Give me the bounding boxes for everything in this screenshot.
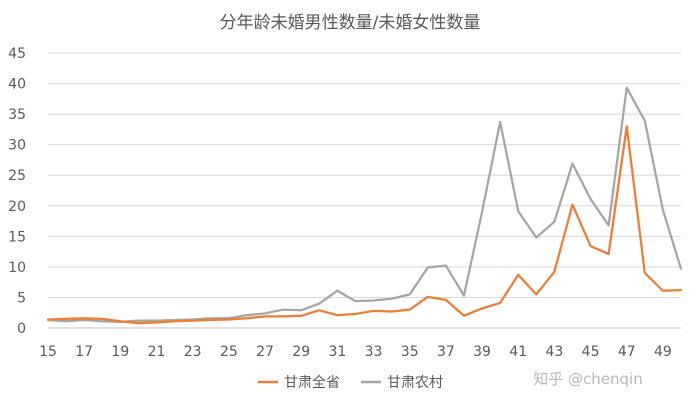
series-line-1 [46, 125, 683, 325]
y-tick-label: 0 [17, 321, 26, 337]
x-tick-label: 37 [437, 344, 455, 360]
x-tick-label: 39 [473, 344, 491, 360]
x-tick-label: 21 [148, 344, 166, 360]
x-tick-label: 29 [292, 344, 310, 360]
y-axis-ticks: 0 5 10 15 20 25 30 35 40 45 [8, 46, 26, 337]
y-tick-label: 45 [8, 46, 26, 62]
x-tick-label: 17 [75, 344, 93, 360]
legend-label: 甘肃农村 [387, 375, 443, 391]
y-tick-label: 5 [17, 290, 26, 306]
y-tick-label: 15 [8, 229, 26, 245]
x-tick-label: 33 [365, 344, 383, 360]
y-tick-label: 30 [8, 138, 26, 154]
gridlines [48, 52, 681, 329]
x-tick-label: 41 [509, 344, 527, 360]
y-tick-label: 20 [8, 199, 26, 215]
y-tick-label: 25 [8, 168, 26, 184]
legend: 甘肃全省 甘肃农村 [258, 374, 443, 391]
legend-label: 甘肃全省 [284, 374, 340, 391]
x-tick-label: 15 [39, 344, 57, 360]
x-tick-label: 49 [654, 344, 672, 360]
x-tick-label: 47 [618, 344, 636, 360]
x-axis-ticks: 15 17 19 21 23 25 27 29 31 33 35 37 39 41 43 45 47 49 [39, 344, 672, 360]
series-lines [46, 86, 683, 325]
x-tick-label: 25 [220, 344, 238, 360]
y-tick-label: 10 [8, 260, 26, 276]
x-tick-label: 45 [582, 344, 600, 360]
series-line-2 [46, 86, 683, 324]
watermark-text: 知乎 @chenqin [533, 370, 642, 388]
y-tick-label: 35 [8, 107, 26, 123]
x-tick-label: 23 [184, 344, 202, 360]
y-tick-label: 40 [8, 77, 26, 93]
x-tick-label: 35 [401, 344, 419, 360]
x-tick-label: 31 [328, 344, 346, 360]
chart-title: 分年龄未婚男性数量/未婚女性数量 [220, 13, 481, 33]
x-tick-label: 43 [545, 344, 563, 360]
x-tick-label: 27 [256, 344, 274, 360]
x-tick-label: 19 [111, 344, 129, 360]
